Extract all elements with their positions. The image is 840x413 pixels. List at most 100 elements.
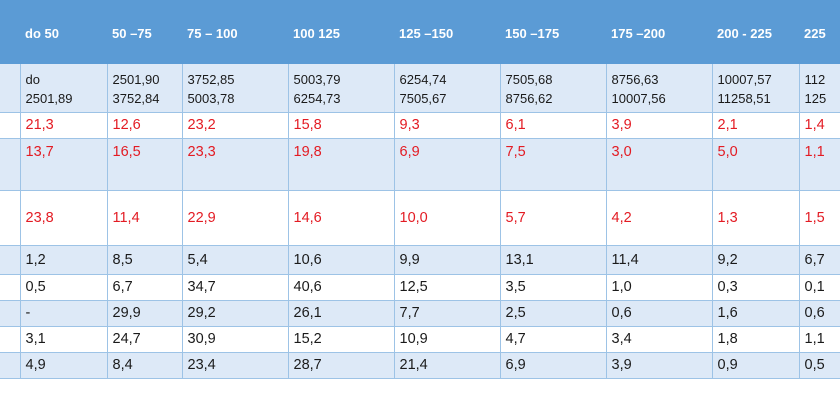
table-row: 1,2 8,5 5,4 10,6 9,9 13,1 11,4 9,2 6,7 [0,245,840,275]
table-cell: 14,6 [288,190,395,246]
table-cell: 4,9 [20,352,108,379]
header-cell: 175 –200 [606,0,712,64]
table-cell: 3,5 [500,274,607,301]
range-from: 112 [804,71,826,87]
table-cell: 16,5 [107,138,183,191]
header-cell [0,0,20,64]
table-cell: 34,7 [182,274,289,301]
range-to: 125 [804,90,827,106]
table-cell: 13,7 [20,138,108,191]
table-cell: 12,6 [107,112,183,139]
table-cell: 11,4 [107,190,183,246]
header-cell: 225 [799,0,840,64]
range-to: 2501,89 [25,90,73,106]
table-cell: - [20,300,108,327]
table-cell [0,326,21,353]
table-row: - 29,9 29,2 26,1 7,7 2,5 0,6 1,6 0,6 [0,300,840,327]
table-cell: 1,1 [799,326,840,353]
table-cell: 3,4 [606,326,713,353]
table-cell: 28,7 [288,352,395,379]
table-cell: 0,9 [712,352,800,379]
range-cell: do 2501,89 [20,64,108,113]
table-cell: 2,1 [712,112,800,139]
table-cell: 23,2 [182,112,289,139]
header-cell: 75 – 100 [182,0,288,64]
table-cell: 0,6 [799,300,840,327]
range-cell: 8756,63 10007,56 [606,64,713,113]
table-cell: 21,3 [20,112,108,139]
table-row: 13,7 16,5 23,3 19,8 6,9 7,5 3,0 5,0 1,1 [0,138,840,191]
header-cell: 150 –175 [500,0,606,64]
table-cell: 6,9 [500,352,607,379]
table-cell: 10,6 [288,245,395,275]
range-to: 3752,84 [112,90,160,106]
table-cell: 1,8 [712,326,800,353]
range-from: 5003,79 [293,71,341,87]
range-cell: 7505,68 8756,62 [500,64,607,113]
table-cell: 6,7 [799,245,840,275]
table-cell: 22,9 [182,190,289,246]
table-cell: 8,4 [107,352,183,379]
table-cell: 0,5 [20,274,108,301]
range-to: 5003,78 [187,90,235,106]
range-to: 7505,67 [399,90,447,106]
table-cell: 2,5 [500,300,607,327]
table-cell: 21,4 [394,352,501,379]
table-cell: 23,8 [20,190,108,246]
range-cell: 3752,85 5003,78 [182,64,289,113]
table-cell: 23,4 [182,352,289,379]
table-cell: 15,2 [288,326,395,353]
table-cell: 11,4 [606,245,713,275]
table-cell: 3,9 [606,112,713,139]
range-cell: 2501,90 3752,84 [107,64,183,113]
table-cell: 6,1 [500,112,607,139]
table-cell: 1,6 [712,300,800,327]
range-from: 6254,74 [399,71,447,87]
table-cell: 0,3 [712,274,800,301]
table-cell: 8,5 [107,245,183,275]
range-cell: 6254,74 7505,67 [394,64,501,113]
header-cell: do 50 [20,0,107,64]
table-cell: 10,9 [394,326,501,353]
table-cell: 15,8 [288,112,395,139]
table-cell: 0,5 [799,352,840,379]
table-cell: 29,2 [182,300,289,327]
header-cell: 200 - 225 [712,0,799,64]
table-cell: 1,4 [799,112,840,139]
table-cell: 5,4 [182,245,289,275]
range-to: 8756,62 [505,90,553,106]
table-cell: 1,3 [712,190,800,246]
table-cell: 10,0 [394,190,501,246]
header-cell: 100 125 [288,0,394,64]
table-row: 3,1 24,7 30,9 15,2 10,9 4,7 3,4 1,8 1,1 [0,326,840,353]
table-cell: 6,9 [394,138,501,191]
range-to: 6254,73 [293,90,341,106]
table-cell [0,274,21,301]
data-table: do 50 50 –75 75 – 100 100 125 125 –150 1… [0,0,840,379]
table-cell: 3,0 [606,138,713,191]
table-cell [0,138,21,191]
range-row: do 2501,89 2501,90 3752,84 3752,85 5003,78 … [0,64,840,113]
range-from: 8756,63 [611,71,659,87]
range-from: 10007,57 [717,71,772,87]
range-cell: 112 125 [799,64,840,113]
range-to: 10007,56 [611,90,666,106]
table-cell: 7,7 [394,300,501,327]
table-cell [0,300,21,327]
table-cell: 23,3 [182,138,289,191]
header-cell: 125 –150 [394,0,500,64]
table-cell: 24,7 [107,326,183,353]
table-cell: 0,1 [799,274,840,301]
table-cell: 19,8 [288,138,395,191]
table-cell: 4,2 [606,190,713,246]
table-cell [0,245,21,275]
table-cell: 1,5 [799,190,840,246]
table-cell: 12,5 [394,274,501,301]
table-cell: 3,9 [606,352,713,379]
range-from: do [25,71,40,87]
table-cell: 30,9 [182,326,289,353]
table-cell: 13,1 [500,245,607,275]
table-cell: 7,5 [500,138,607,191]
table-row: 21,3 12,6 23,2 15,8 9,3 6,1 3,9 2,1 1,4 [0,112,840,139]
